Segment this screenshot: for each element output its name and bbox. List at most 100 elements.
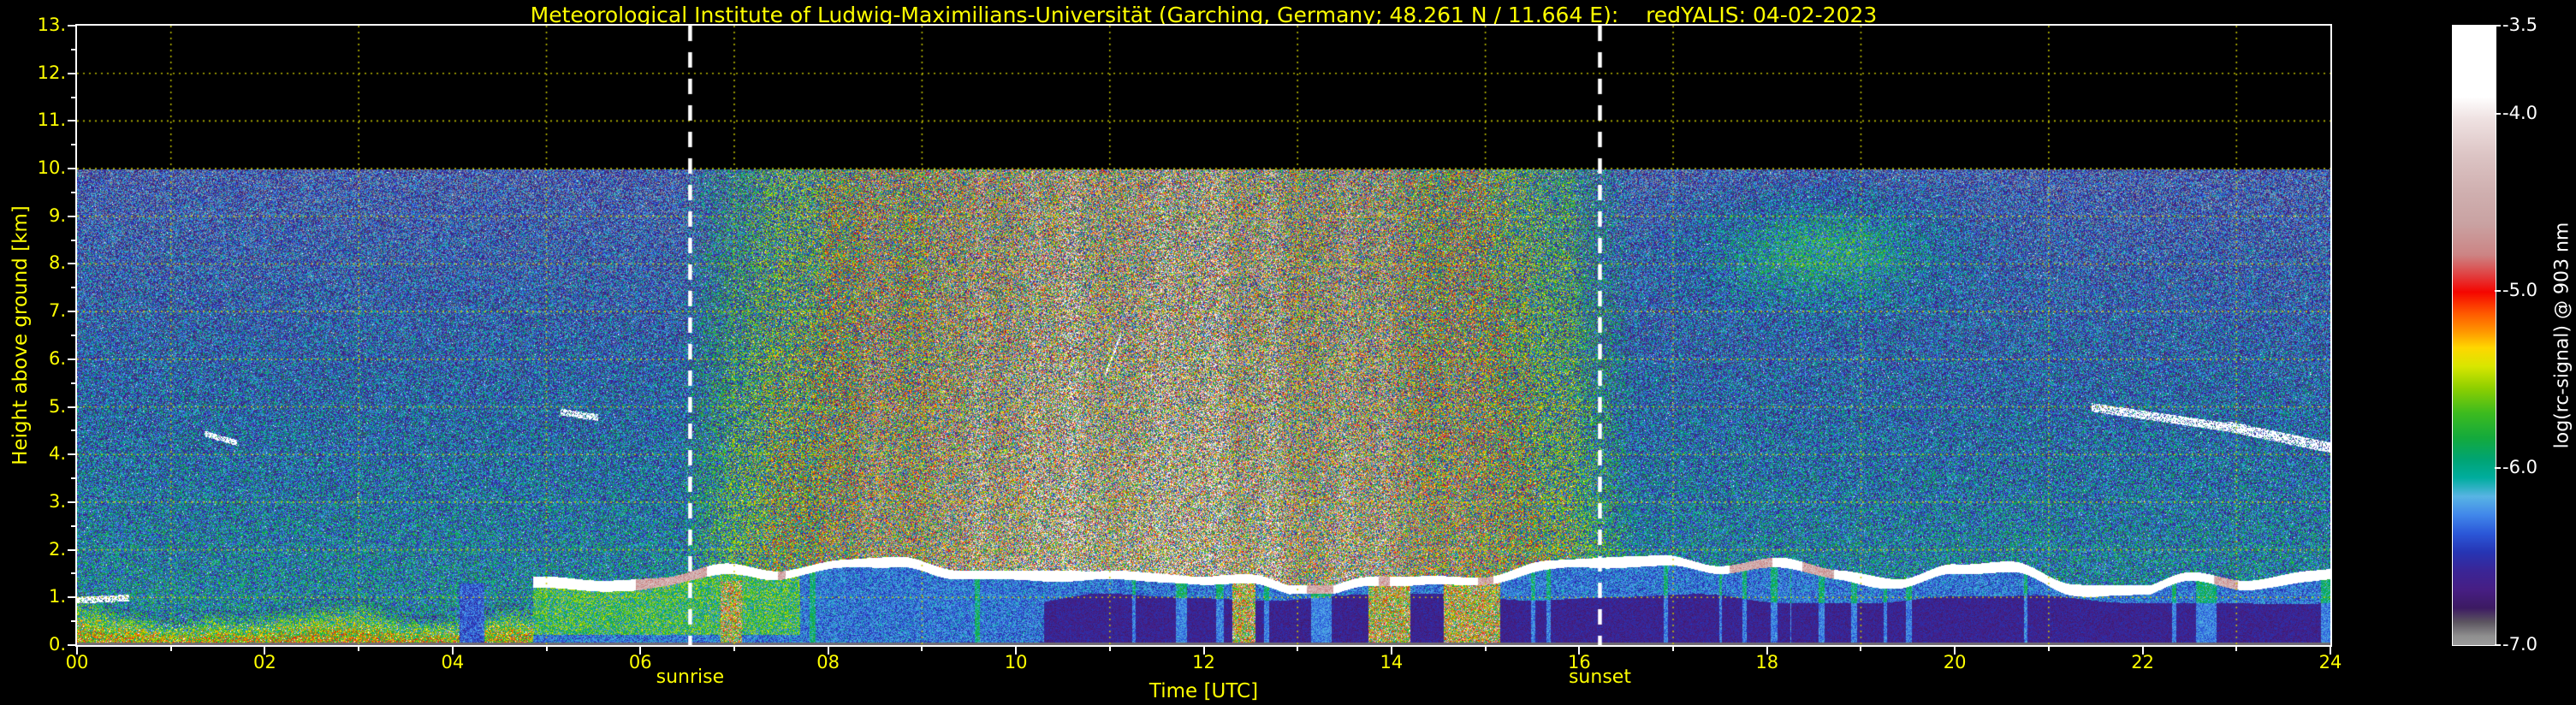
y-minor-tick: [71, 144, 75, 146]
y-major-tick: [68, 406, 75, 408]
y-tick-label: 10.: [37, 157, 66, 179]
y-major-tick: [68, 453, 75, 456]
y-tick-label: 11.: [37, 110, 66, 131]
y-minor-tick: [71, 572, 75, 575]
y-major-tick: [68, 120, 75, 122]
colorbar-tick: [2495, 113, 2501, 116]
y-tick-label: 13.: [37, 15, 66, 35]
x-major-tick: [1390, 647, 1392, 655]
y-major-tick: [68, 72, 75, 74]
colorbar-tick-label: -3.5: [2502, 15, 2537, 35]
x-tick-label: 12: [1192, 652, 1215, 672]
x-tick-label: 24: [2318, 652, 2342, 672]
y-tick-label: 8.: [48, 252, 66, 274]
y-tick-label: 6.: [48, 347, 66, 369]
y-minor-tick: [71, 430, 75, 432]
sun-annotation-label: sunset: [1568, 666, 1631, 688]
y-major-tick: [68, 311, 75, 313]
x-minor-tick: [545, 647, 548, 651]
y-minor-tick: [71, 382, 75, 384]
y-major-tick: [68, 215, 75, 217]
y-minor-tick: [71, 524, 75, 527]
x-minor-tick: [1108, 647, 1111, 651]
y-tick-label: 4.: [48, 443, 66, 465]
x-major-tick: [264, 647, 266, 655]
x-minor-tick: [358, 647, 360, 651]
y-minor-tick: [71, 620, 75, 623]
colorbar-tick: [2495, 644, 2501, 646]
x-axis-label: Time [UTC]: [1149, 680, 1259, 702]
y-major-tick: [68, 596, 75, 599]
x-major-tick: [1766, 647, 1768, 655]
colorbar-tick: [2495, 25, 2501, 27]
x-tick-label: 14: [1380, 652, 1404, 672]
y-major-tick: [68, 548, 75, 551]
x-major-tick: [451, 647, 454, 655]
x-tick-label: 02: [253, 652, 276, 672]
y-tick-label: 2.: [48, 538, 66, 560]
x-minor-tick: [733, 647, 735, 651]
y-tick-label: 0.: [48, 634, 66, 655]
y-tick-label: 5.: [48, 395, 66, 417]
y-tick-label: 1.: [48, 586, 66, 607]
y-major-tick: [68, 644, 75, 646]
x-major-tick: [639, 647, 642, 655]
colorbar-tick-label: -4.0: [2502, 103, 2537, 124]
x-tick-label: 20: [1943, 652, 1967, 672]
x-minor-tick: [1860, 647, 1862, 651]
y-major-tick: [68, 501, 75, 503]
x-major-tick: [76, 647, 78, 655]
x-major-tick: [2330, 647, 2331, 655]
y-major-tick: [68, 25, 75, 27]
x-minor-tick: [2047, 647, 2050, 651]
y-minor-tick: [71, 48, 75, 50]
figure-title: Meteorological Institute of Ludwig-Maxim…: [530, 3, 1878, 27]
x-minor-tick: [1297, 647, 1299, 651]
x-major-tick: [1578, 647, 1581, 655]
x-tick-label: 10: [1004, 652, 1028, 672]
y-minor-tick: [71, 287, 75, 289]
y-minor-tick: [71, 335, 75, 336]
x-tick-label: 08: [816, 652, 840, 672]
x-tick-label: 16: [1567, 652, 1591, 672]
y-tick-label: 12.: [37, 62, 66, 83]
colorbar: [2452, 25, 2496, 646]
x-minor-tick: [169, 647, 172, 651]
x-major-tick: [1202, 647, 1205, 655]
colorbar-tick-label: -6.0: [2502, 457, 2537, 478]
x-tick-label: 00: [65, 652, 89, 672]
x-tick-label: 06: [628, 652, 652, 672]
y-minor-tick: [71, 477, 75, 480]
y-major-tick: [68, 358, 75, 360]
x-minor-tick: [1484, 647, 1487, 651]
heatmap-canvas: [77, 26, 2330, 645]
y-major-tick: [68, 168, 75, 170]
y-axis-label: Height above ground [km]: [9, 205, 32, 465]
x-tick-label: 04: [441, 652, 465, 672]
x-major-tick: [1015, 647, 1018, 655]
y-tick-label: 7.: [48, 300, 66, 322]
x-major-tick: [2141, 647, 2144, 655]
colorbar-tick-label: -7.0: [2502, 634, 2537, 655]
x-minor-tick: [1672, 647, 1675, 651]
y-minor-tick: [71, 96, 75, 98]
y-tick-label: 3.: [48, 490, 66, 512]
colorbar-tick: [2495, 290, 2501, 293]
plot-area: [75, 24, 2332, 647]
x-major-tick: [1954, 647, 1956, 655]
x-tick-label: 22: [2131, 652, 2154, 672]
y-minor-tick: [71, 239, 75, 241]
y-tick-label: 9.: [48, 204, 66, 226]
colorbar-gradient: [2453, 26, 2496, 645]
x-tick-label: 18: [1755, 652, 1779, 672]
x-minor-tick: [2235, 647, 2238, 651]
colorbar-tick: [2495, 467, 2501, 470]
x-major-tick: [827, 647, 829, 655]
sun-annotation-label: sunrise: [656, 666, 725, 688]
y-major-tick: [68, 263, 75, 265]
x-minor-tick: [921, 647, 923, 651]
colorbar-tick-label: -5.0: [2502, 280, 2537, 301]
colorbar-label: log(rc-signal) @ 903 nm: [2551, 222, 2573, 449]
y-minor-tick: [71, 191, 75, 193]
